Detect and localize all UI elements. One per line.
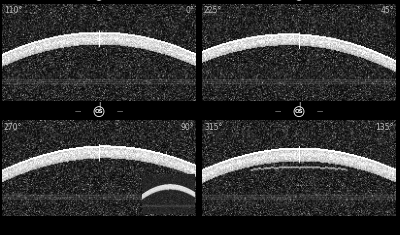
Text: |: |	[298, 102, 300, 109]
Text: OS: OS	[295, 109, 303, 114]
Text: —: —	[317, 109, 323, 114]
Text: 110°: 110°	[4, 6, 22, 16]
Text: OS: OS	[95, 109, 103, 114]
Text: 90°: 90°	[180, 123, 194, 132]
Text: 45°: 45°	[380, 6, 394, 16]
Text: 135°: 135°	[376, 123, 394, 132]
Text: 270°: 270°	[4, 123, 22, 132]
Text: 0°: 0°	[185, 6, 194, 16]
Text: |: |	[98, 102, 100, 109]
Text: —: —	[117, 109, 123, 114]
Text: —: —	[275, 109, 281, 114]
Text: 315°: 315°	[204, 123, 222, 132]
Text: —: —	[75, 109, 81, 114]
Text: 225°: 225°	[204, 6, 222, 16]
